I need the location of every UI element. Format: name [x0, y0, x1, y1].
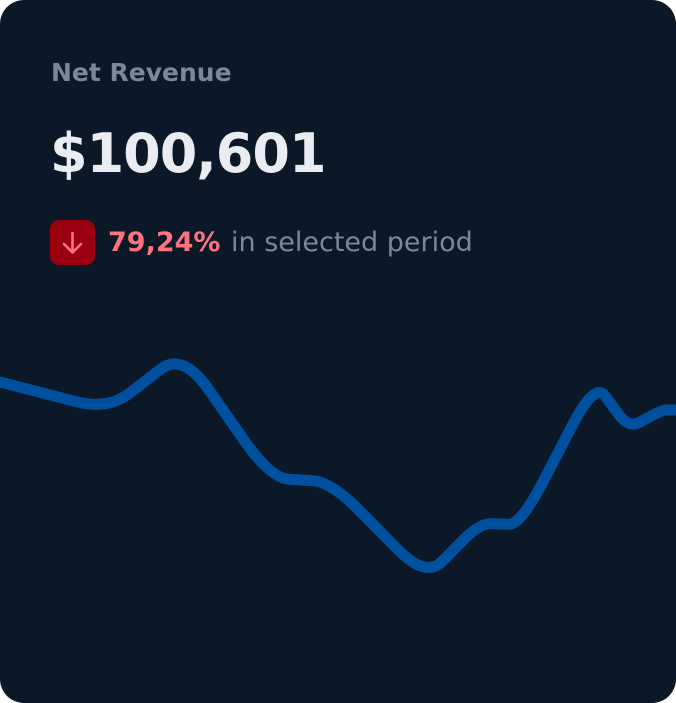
- card-title: Net Revenue: [51, 58, 232, 87]
- sparkline-series-line: [0, 358, 676, 573]
- change-period-label: in selected period: [231, 227, 473, 258]
- revenue-value: $100,601: [50, 122, 327, 185]
- arrow-down-icon: [62, 231, 83, 254]
- change-percent: 79,24%: [108, 227, 221, 258]
- trend-badge: [50, 220, 95, 265]
